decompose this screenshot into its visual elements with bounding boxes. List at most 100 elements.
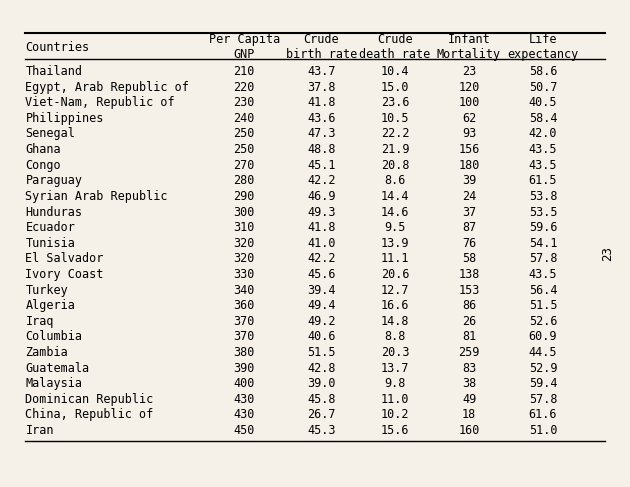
- Text: 40.6: 40.6: [307, 330, 335, 343]
- Text: 370: 370: [234, 315, 255, 328]
- Text: 58.6: 58.6: [529, 65, 557, 78]
- Text: 42.2: 42.2: [307, 252, 335, 265]
- Text: 39.4: 39.4: [307, 283, 335, 297]
- Text: 430: 430: [234, 393, 255, 406]
- Text: 81: 81: [462, 330, 476, 343]
- Text: 230: 230: [234, 96, 255, 109]
- Text: 20.8: 20.8: [381, 159, 410, 172]
- Text: 41.0: 41.0: [307, 237, 335, 250]
- Text: 13.7: 13.7: [381, 362, 410, 375]
- Text: Turkey: Turkey: [25, 283, 68, 297]
- Text: 37.8: 37.8: [307, 81, 335, 94]
- Text: 43.5: 43.5: [529, 159, 557, 172]
- Text: 52.6: 52.6: [529, 315, 557, 328]
- Text: 43.5: 43.5: [529, 268, 557, 281]
- Text: Life
expectancy: Life expectancy: [507, 33, 578, 61]
- Text: 45.1: 45.1: [307, 159, 335, 172]
- Text: 59.6: 59.6: [529, 221, 557, 234]
- Text: Egypt, Arab Republic of: Egypt, Arab Republic of: [25, 81, 189, 94]
- Text: 450: 450: [234, 424, 255, 437]
- Text: 50.7: 50.7: [529, 81, 557, 94]
- Text: 153: 153: [459, 283, 479, 297]
- Text: 280: 280: [234, 174, 255, 187]
- Text: Countries: Countries: [25, 40, 89, 54]
- Text: 62: 62: [462, 112, 476, 125]
- Text: 43.6: 43.6: [307, 112, 335, 125]
- Text: Infant
Mortality: Infant Mortality: [437, 33, 501, 61]
- Text: 46.9: 46.9: [307, 190, 335, 203]
- Text: 49.3: 49.3: [307, 206, 335, 219]
- Text: 45.3: 45.3: [307, 424, 335, 437]
- Text: 18: 18: [462, 409, 476, 421]
- Text: Iraq: Iraq: [25, 315, 54, 328]
- Text: 53.5: 53.5: [529, 206, 557, 219]
- Text: 51.0: 51.0: [529, 424, 557, 437]
- Text: 44.5: 44.5: [529, 346, 557, 359]
- Text: 59.4: 59.4: [529, 377, 557, 390]
- Text: 53.8: 53.8: [529, 190, 557, 203]
- Text: Algeria: Algeria: [25, 299, 76, 312]
- Text: 48.8: 48.8: [307, 143, 335, 156]
- Text: Philippines: Philippines: [25, 112, 104, 125]
- Text: Columbia: Columbia: [25, 330, 83, 343]
- Text: 15.0: 15.0: [381, 81, 410, 94]
- Text: Ghana: Ghana: [25, 143, 61, 156]
- Text: 180: 180: [459, 159, 479, 172]
- Text: 58.4: 58.4: [529, 112, 557, 125]
- Text: Thailand: Thailand: [25, 65, 83, 78]
- Text: 86: 86: [462, 299, 476, 312]
- Text: Guatemala: Guatemala: [25, 362, 89, 375]
- Text: 370: 370: [234, 330, 255, 343]
- Text: 51.5: 51.5: [307, 346, 335, 359]
- Text: El Salvador: El Salvador: [25, 252, 104, 265]
- Text: 360: 360: [234, 299, 255, 312]
- Text: 120: 120: [459, 81, 479, 94]
- Text: 340: 340: [234, 283, 255, 297]
- Text: 310: 310: [234, 221, 255, 234]
- Text: 220: 220: [234, 81, 255, 94]
- Text: 41.8: 41.8: [307, 221, 335, 234]
- Text: 42.0: 42.0: [529, 128, 557, 140]
- Text: 259: 259: [459, 346, 479, 359]
- Text: 37: 37: [462, 206, 476, 219]
- Text: 250: 250: [234, 143, 255, 156]
- Text: 330: 330: [234, 268, 255, 281]
- Text: Malaysia: Malaysia: [25, 377, 83, 390]
- Text: 15.6: 15.6: [381, 424, 410, 437]
- Text: 100: 100: [459, 96, 479, 109]
- Text: 16.6: 16.6: [381, 299, 410, 312]
- Text: 23: 23: [602, 246, 614, 261]
- Text: 45.8: 45.8: [307, 393, 335, 406]
- Text: 290: 290: [234, 190, 255, 203]
- Text: Crude
death rate: Crude death rate: [360, 33, 431, 61]
- Text: 58: 58: [462, 252, 476, 265]
- Text: 9.5: 9.5: [384, 221, 406, 234]
- Text: 240: 240: [234, 112, 255, 125]
- Text: 8.6: 8.6: [384, 174, 406, 187]
- Text: 76: 76: [462, 237, 476, 250]
- Text: 210: 210: [234, 65, 255, 78]
- Text: 26: 26: [462, 315, 476, 328]
- Text: 52.9: 52.9: [529, 362, 557, 375]
- Text: 49: 49: [462, 393, 476, 406]
- Text: Crude
birth rate: Crude birth rate: [285, 33, 357, 61]
- Text: 49.4: 49.4: [307, 299, 335, 312]
- Text: 26.7: 26.7: [307, 409, 335, 421]
- Text: 320: 320: [234, 252, 255, 265]
- Text: 24: 24: [462, 190, 476, 203]
- Text: 23: 23: [462, 65, 476, 78]
- Text: 41.8: 41.8: [307, 96, 335, 109]
- Text: 20.3: 20.3: [381, 346, 410, 359]
- Text: 138: 138: [459, 268, 479, 281]
- Text: 57.8: 57.8: [529, 252, 557, 265]
- Text: Ecuador: Ecuador: [25, 221, 76, 234]
- Text: 14.4: 14.4: [381, 190, 410, 203]
- Text: Dominican Republic: Dominican Republic: [25, 393, 154, 406]
- Text: Syrian Arab Republic: Syrian Arab Republic: [25, 190, 168, 203]
- Text: 11.1: 11.1: [381, 252, 410, 265]
- Text: 156: 156: [459, 143, 479, 156]
- Text: 400: 400: [234, 377, 255, 390]
- Text: 10.4: 10.4: [381, 65, 410, 78]
- Text: 39: 39: [462, 174, 476, 187]
- Text: 14.8: 14.8: [381, 315, 410, 328]
